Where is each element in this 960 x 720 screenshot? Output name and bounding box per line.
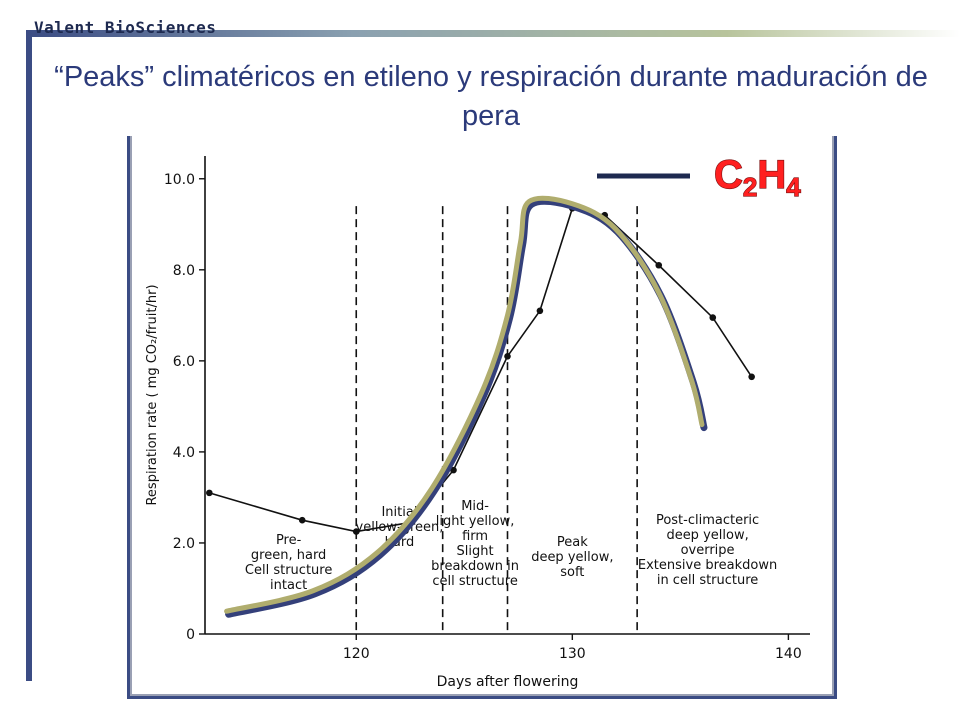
- left-accent-bar: [26, 37, 32, 681]
- respiration-point: [206, 489, 213, 497]
- phase-label-line: soft: [560, 565, 584, 580]
- y-tick-label: 6.0: [173, 354, 195, 370]
- x-tick-label: 120: [343, 646, 370, 662]
- phase-label-line: Extensive breakdown: [638, 558, 777, 573]
- phase-label-line: Pre-: [276, 533, 302, 548]
- phase-regions: Pre-green, hard Cell structure intact Initi…: [245, 206, 777, 634]
- ethylene-series: [224, 195, 708, 618]
- phase-label: Mid-light yellow, firm Slight breakdown in c…: [431, 499, 519, 589]
- respiration-line: [209, 207, 753, 533]
- legend-symbol: C: [714, 153, 743, 197]
- respiration-point: [536, 307, 544, 315]
- legend-subscript: 4: [786, 172, 801, 202]
- x-axis-label: Days after flowering: [437, 674, 579, 690]
- phase-label: Pre-green, hard Cell structure intact: [245, 533, 332, 593]
- y-axis-label: Respiration rate ( mg CO₂/fruit/hr): [145, 284, 160, 505]
- phase-label-line: Post-climacteric: [656, 513, 759, 528]
- phase-label-line: light yellow,: [436, 514, 515, 529]
- legend-symbol: H: [757, 153, 786, 197]
- y-tick-label: 8.0: [173, 263, 195, 279]
- chart-axes: 0 2.0 4.0 6.0 8.0 10.0 120 130 140 Days after flo…: [145, 156, 810, 690]
- respiration-point: [504, 353, 511, 360]
- respiration-point: [748, 373, 755, 381]
- phase-label: Peak deep yellow, soft: [531, 535, 613, 580]
- chart-legend: C2H4: [597, 152, 802, 203]
- phase-label-line: deep yellow,: [531, 550, 613, 565]
- legend-label: C2H4: [714, 153, 801, 202]
- slide-title: “Peaks” climatéricos en etileno y respir…: [54, 61, 928, 132]
- phase-label-line: overripe: [681, 543, 735, 558]
- phase-label-line: green, hard: [251, 548, 326, 563]
- y-tick-label: 10.0: [164, 172, 195, 188]
- phase-label-line: deep yellow,: [666, 528, 748, 543]
- x-tick-label: 140: [775, 646, 802, 662]
- phase-label-line: intact: [270, 578, 307, 593]
- phase-label-line: Initial: [381, 505, 417, 520]
- brand-bar: [26, 30, 960, 37]
- phase-label-line: Mid-: [461, 499, 489, 514]
- respiration-point: [709, 314, 717, 321]
- respiration-point: [450, 466, 457, 474]
- respiration-point: [298, 516, 306, 524]
- phase-label-line: firm: [462, 529, 488, 544]
- phase-label-line: Slight: [457, 544, 494, 559]
- respiration-point: [655, 261, 663, 269]
- x-tick-label: 130: [559, 646, 586, 662]
- chart-svg: 0 2.0 4.0 6.0 8.0 10.0 120 130 140 Days after flo…: [145, 152, 810, 690]
- phase-label: Initial yellow-green, hard: [356, 505, 444, 550]
- respiration-point: [352, 528, 360, 535]
- y-tick-label: 4.0: [173, 445, 195, 461]
- phase-label-line: cell structure: [432, 574, 518, 589]
- y-tick-label: 0: [186, 627, 195, 643]
- brand-label: Valent BioSciences: [34, 18, 217, 37]
- chart-figure: 0 2.0 4.0 6.0 8.0 10.0 120 130 140 Days after flo…: [127, 136, 837, 699]
- y-tick-label: 2.0: [173, 536, 195, 552]
- phase-label-line: breakdown in: [431, 559, 519, 574]
- respiration-series: [206, 205, 755, 535]
- legend-subscript: 2: [743, 172, 757, 202]
- phase-label: Post-climacteric deep yellow, overripe Exte…: [638, 513, 777, 588]
- phase-label-line: in cell structure: [657, 573, 758, 588]
- ethylene-curve: [224, 195, 705, 614]
- phase-label-line: Cell structure: [245, 563, 332, 578]
- phase-label-line: Peak: [557, 535, 588, 550]
